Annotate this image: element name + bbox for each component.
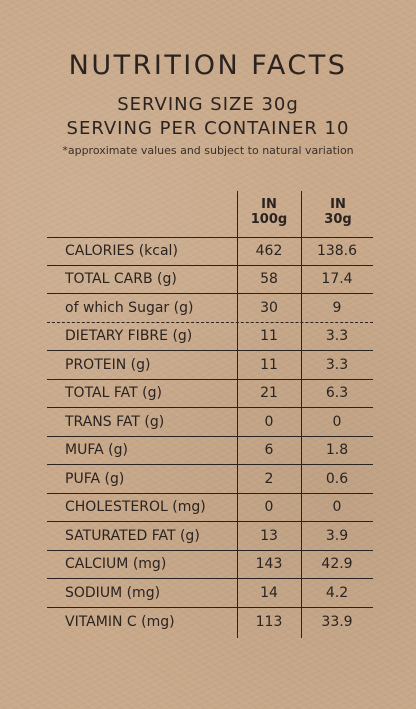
column-header-30g: IN 30g [302,197,374,227]
row-label: TRANS FAT (g) [65,413,165,430]
row-value-30g: 3.3 [325,356,349,373]
variation-note: *approximate values and subject to natur… [62,144,354,157]
row-value-100g: 11 [260,328,278,345]
row-label: PROTEIN (g) [65,356,151,373]
column-header-100g-line1: IN [261,197,277,212]
row-label: SODIUM (mg) [65,584,161,601]
row-value-100g: 21 [260,385,278,402]
table-row: VITAMIN C (mg) 113 33.9 [47,608,373,637]
table-row: SODIUM (mg) 14 4.2 [47,579,373,608]
nutrition-table: CALORIES (kcal) 462 138.6 TOTAL CARB (g)… [47,237,373,636]
row-label: DIETARY FIBRE (g) [65,328,193,345]
row-value-30g: 42.9 [321,556,353,573]
table-row: MUFA (g) 6 1.8 [47,437,373,465]
row-value-100g: 13 [260,527,278,544]
row-value-30g: 4.2 [325,584,349,601]
row-value-30g: 3.9 [325,527,349,544]
row-value-30g: 3.3 [325,328,349,345]
row-value-100g: 113 [255,613,283,630]
column-header-100g-line2: 100g [250,212,288,227]
table-row: TOTAL FAT (g) 21 6.3 [47,380,373,408]
table-row: of which Sugar (g) 30 9 [47,294,373,323]
row-value-30g: 0 [332,499,342,516]
row-label: PUFA (g) [65,470,125,487]
table-row: CHOLESTEROL (mg) 0 0 [47,494,373,522]
table-row: TOTAL CARB (g) 58 17.4 [47,266,373,294]
row-label: CALORIES (kcal) [65,243,178,260]
table-row: CALORIES (kcal) 462 138.6 [47,237,373,266]
column-header-100g: IN 100g [238,197,300,227]
row-label: TOTAL CARB (g) [65,271,177,288]
row-value-100g: 11 [260,356,278,373]
row-value-100g: 58 [260,271,278,288]
row-label: CHOLESTEROL (mg) [65,499,206,516]
table-row: SATURATED FAT (g) 13 3.9 [47,522,373,551]
row-value-30g: 9 [332,299,342,316]
row-value-100g: 6 [264,442,274,459]
column-divider-left [237,191,238,638]
row-label: SATURATED FAT (g) [65,527,200,544]
row-value-30g: 17.4 [321,271,353,288]
column-header-30g-line2: 30g [324,212,352,227]
row-value-30g: 6.3 [325,385,349,402]
row-value-100g: 14 [260,584,278,601]
table-row: DIETARY FIBRE (g) 11 3.3 [47,323,373,351]
row-value-30g: 1.8 [325,442,349,459]
table-row: TRANS FAT (g) 0 0 [47,408,373,437]
row-label: VITAMIN C (mg) [65,613,175,630]
row-value-100g: 0 [264,413,274,430]
row-value-30g: 0.6 [325,470,349,487]
serving-size: SERVING SIZE 30g [117,94,299,115]
row-value-30g: 33.9 [321,613,353,630]
row-value-30g: 138.6 [316,243,358,260]
column-divider-right [301,191,302,638]
column-header-30g-line1: IN [330,197,346,212]
nutrition-title: NUTRITION FACTS [68,50,348,81]
row-value-100g: 0 [264,499,274,516]
row-value-100g: 143 [255,556,283,573]
row-value-30g: 0 [332,413,342,430]
table-row: PROTEIN (g) 11 3.3 [47,351,373,380]
serving-per-container: SERVING PER CONTAINER 10 [66,118,350,139]
row-label: CALCIUM (mg) [65,556,167,573]
row-label: of which Sugar (g) [65,299,194,316]
row-value-100g: 2 [264,470,274,487]
table-row: CALCIUM (mg) 143 42.9 [47,551,373,579]
row-value-100g: 30 [260,299,278,316]
row-label: TOTAL FAT (g) [65,385,162,402]
table-row: PUFA (g) 2 0.6 [47,465,373,494]
row-label: MUFA (g) [65,442,128,459]
row-value-100g: 462 [255,243,283,260]
